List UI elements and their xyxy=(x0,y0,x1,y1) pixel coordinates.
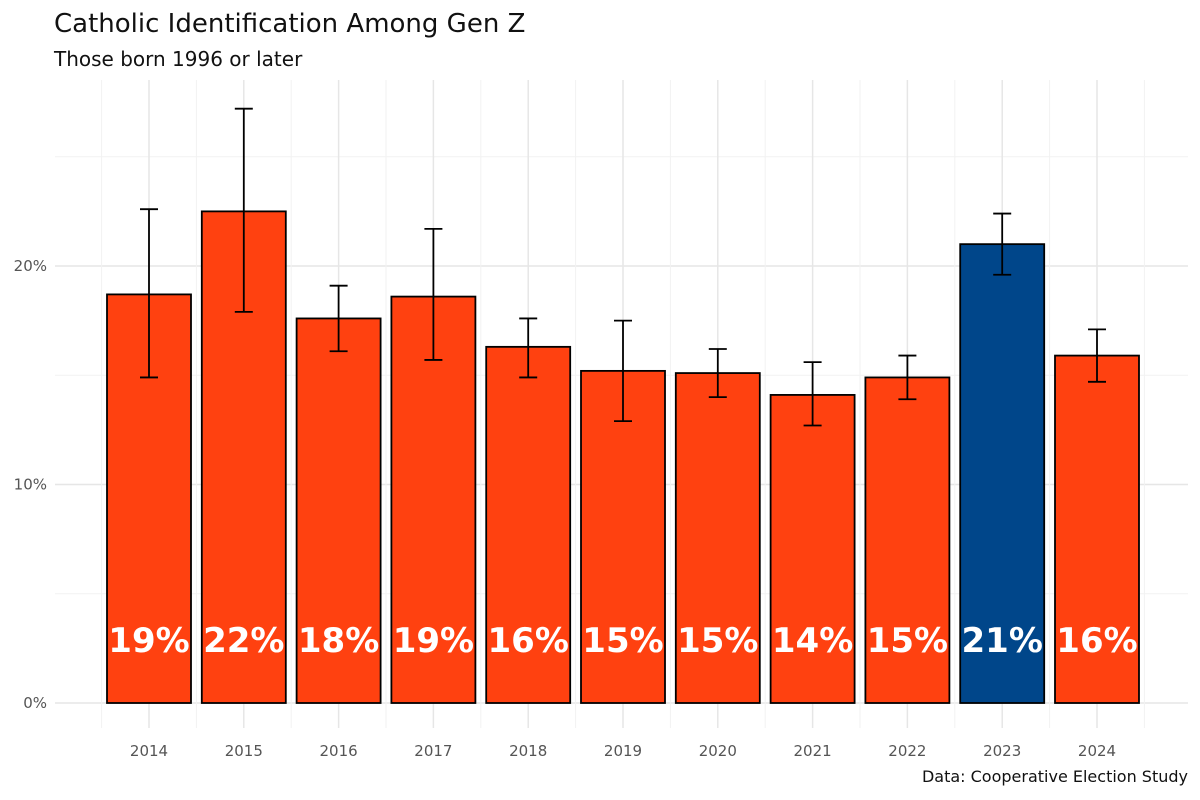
bar-label-2022: 15% xyxy=(867,621,948,661)
x-tick-label: 2018 xyxy=(509,742,547,760)
bars xyxy=(106,210,1140,704)
bar-2016 xyxy=(295,317,382,704)
bar-label-2023: 21% xyxy=(962,621,1043,661)
x-tick-label: 2014 xyxy=(130,742,168,760)
x-tick-label: 2019 xyxy=(604,742,642,760)
x-tick-label: 2020 xyxy=(699,742,737,760)
y-tick-label: 10% xyxy=(14,476,47,494)
bar-label-2020: 15% xyxy=(677,621,758,661)
bar-label-2024: 16% xyxy=(1056,621,1137,661)
bar-2024 xyxy=(1054,354,1140,704)
bar-2022 xyxy=(864,376,951,704)
error-bars xyxy=(140,107,1106,427)
y-axis: 0% 10% 20% xyxy=(14,257,47,712)
x-tick-label: 2024 xyxy=(1078,742,1116,760)
y-tick-label: 20% xyxy=(14,257,47,275)
bar-label-2019: 15% xyxy=(582,621,663,661)
chart-caption: Data: Cooperative Election Study xyxy=(922,767,1188,786)
bar-label-2015: 22% xyxy=(203,621,284,661)
bar-2018 xyxy=(485,345,572,704)
bar-label-2017: 19% xyxy=(393,621,474,661)
bar-2021 xyxy=(769,394,856,704)
bar-labels: 19% 22% 18% 19% 16% 15% 15% 14% 15% 21% 16% xyxy=(108,621,1137,661)
x-tick-label: 2016 xyxy=(320,742,358,760)
bar-label-2018: 16% xyxy=(488,621,569,661)
x-tick-label: 2022 xyxy=(888,742,926,760)
bar-label-2016: 18% xyxy=(298,621,379,661)
x-tick-label: 2017 xyxy=(414,742,452,760)
chart-title: Catholic Identification Among Gen Z xyxy=(54,9,525,39)
x-axis: 2014 2015 2016 2017 2018 2019 2020 2021 2022 2023… xyxy=(130,742,1116,760)
bar-2023 xyxy=(959,243,1046,704)
bar-label-2014: 19% xyxy=(108,621,189,661)
chart-subtitle: Those born 1996 or later xyxy=(53,47,303,71)
bar-2019 xyxy=(580,369,666,704)
x-tick-label: 2021 xyxy=(794,742,832,760)
bar-label-2021: 14% xyxy=(772,621,853,661)
x-tick-label: 2015 xyxy=(225,742,263,760)
y-tick-label: 0% xyxy=(23,694,47,712)
x-tick-label: 2023 xyxy=(983,742,1021,760)
bar-2020 xyxy=(674,372,761,704)
